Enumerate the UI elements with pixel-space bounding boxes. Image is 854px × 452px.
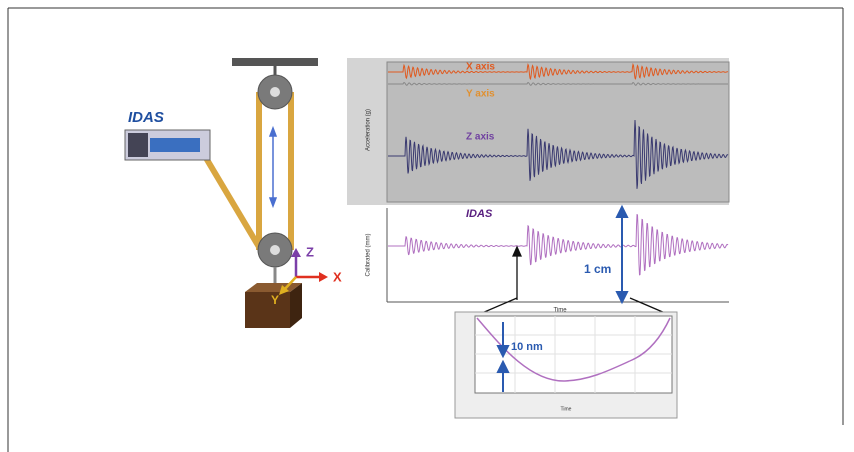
annotation: 1 cm [584,262,611,276]
x-axis-label: Time [561,406,572,412]
ceiling-bar [232,58,318,66]
motion-arrow [270,128,276,206]
trace-label: X axis [466,62,495,73]
daq-panel [128,133,148,157]
upper-plot-area [387,62,729,202]
trace-label: Y axis [466,89,495,100]
trace-label: Z axis [466,132,495,143]
figure: IDAS Z X Y Acceleration (g) X axis Y axi… [0,0,854,452]
pulley-hub [270,87,280,97]
daq-panel [150,138,200,152]
pulley-hub [270,245,280,255]
y-axis-label: Calibrated (mm) [366,233,372,276]
axis-label: Y [271,293,279,307]
lower-chart-bg [347,205,729,312]
logo: IDAS [128,109,164,126]
annotation: 10 nm [511,341,543,353]
mass-front [245,292,290,328]
axis-label: Z [306,244,314,259]
axis-label: X [333,269,342,284]
belt [206,92,291,252]
logo: IDAS [466,208,493,220]
y-axis-label: Acceleration (g) [366,109,372,151]
